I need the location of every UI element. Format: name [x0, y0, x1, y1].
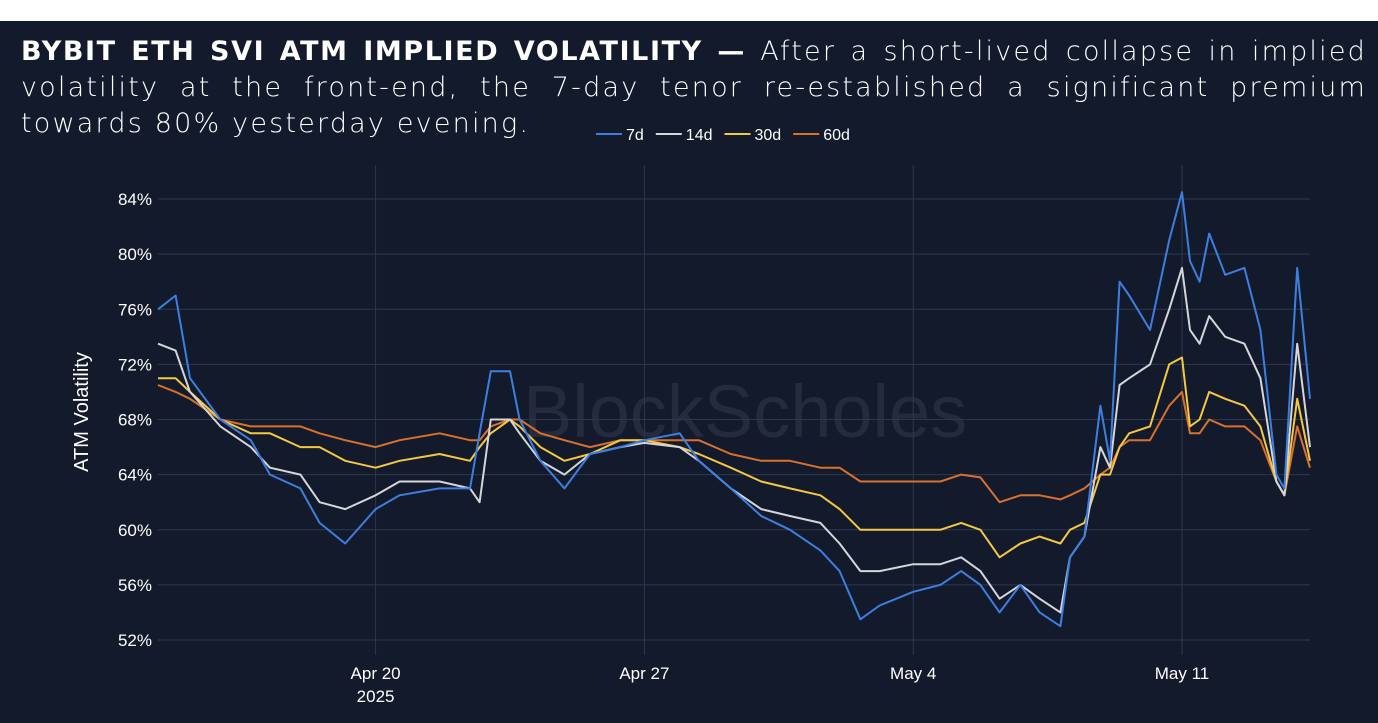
y-tick-label: 72%	[118, 355, 152, 374]
y-axis: 52% 56% 60% 64% 68% 72% 76% 80% 84%	[118, 190, 152, 650]
x-tick-label: May 4	[890, 664, 936, 683]
chart-title: BYBIT ETH SVI ATM IMPLIED VOLATILITY — A…	[21, 34, 1367, 142]
title-lead: BYBIT ETH SVI ATM IMPLIED VOLATILITY —	[21, 36, 746, 67]
title-body: After a short-lived collapse in implied …	[21, 36, 1367, 139]
x-tick-label: Apr 20	[351, 664, 401, 683]
series-line-14d	[157, 266, 1311, 614]
legend: 7d 14d 30d 60d	[596, 127, 850, 144]
x-tick-sublabel: 2025	[357, 687, 395, 706]
legend-label-14d: 14d	[686, 127, 713, 144]
y-tick-label: 52%	[118, 631, 152, 650]
series-lines	[157, 191, 1311, 628]
y-tick-label: 84%	[118, 190, 152, 209]
y-tick-label: 64%	[118, 466, 152, 485]
y-axis-label: ATM Volatility	[71, 352, 93, 472]
chart-frame	[0, 21, 1378, 723]
series-line-30d	[158, 356, 1311, 559]
series-line-60d	[157, 384, 1311, 504]
legend-label-30d: 30d	[755, 127, 782, 144]
legend-label-60d: 60d	[823, 127, 850, 144]
watermark: BlockScholes	[523, 370, 967, 453]
y-tick-label: 76%	[118, 300, 152, 319]
y-tick-label: 80%	[118, 245, 152, 264]
y-tick-label: 60%	[118, 521, 152, 540]
x-tick-label: May 11	[1155, 664, 1210, 683]
x-axis: Apr 20 2025 Apr 27 May 4 May 11	[351, 664, 1210, 706]
series-line-7d	[157, 191, 1311, 628]
y-tick-label: 56%	[118, 576, 152, 595]
x-tick-label: Apr 27	[619, 664, 669, 683]
legend-label-7d: 7d	[626, 127, 644, 144]
y-tick-label: 68%	[118, 411, 152, 430]
